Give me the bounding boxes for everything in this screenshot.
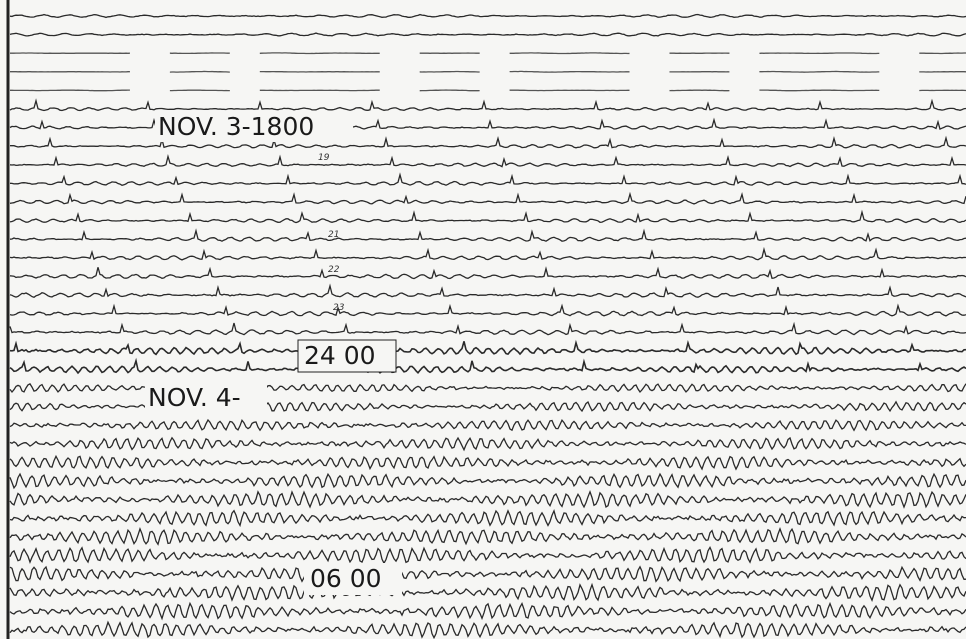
hour-mark: 22: [328, 265, 340, 275]
hour-mark: 21: [328, 230, 339, 240]
time-label: NOV. 3-1800: [158, 112, 314, 141]
hour-mark: 19: [318, 153, 330, 163]
time-label: 06 00: [310, 564, 382, 593]
hour-mark: 23: [333, 303, 345, 313]
seismogram: NOV. 3-1800 24 00 NOV. 4- 06 00 19 21 22…: [0, 0, 966, 639]
time-label: 24 00: [304, 341, 376, 370]
date-label: NOV. 4-: [148, 383, 241, 412]
